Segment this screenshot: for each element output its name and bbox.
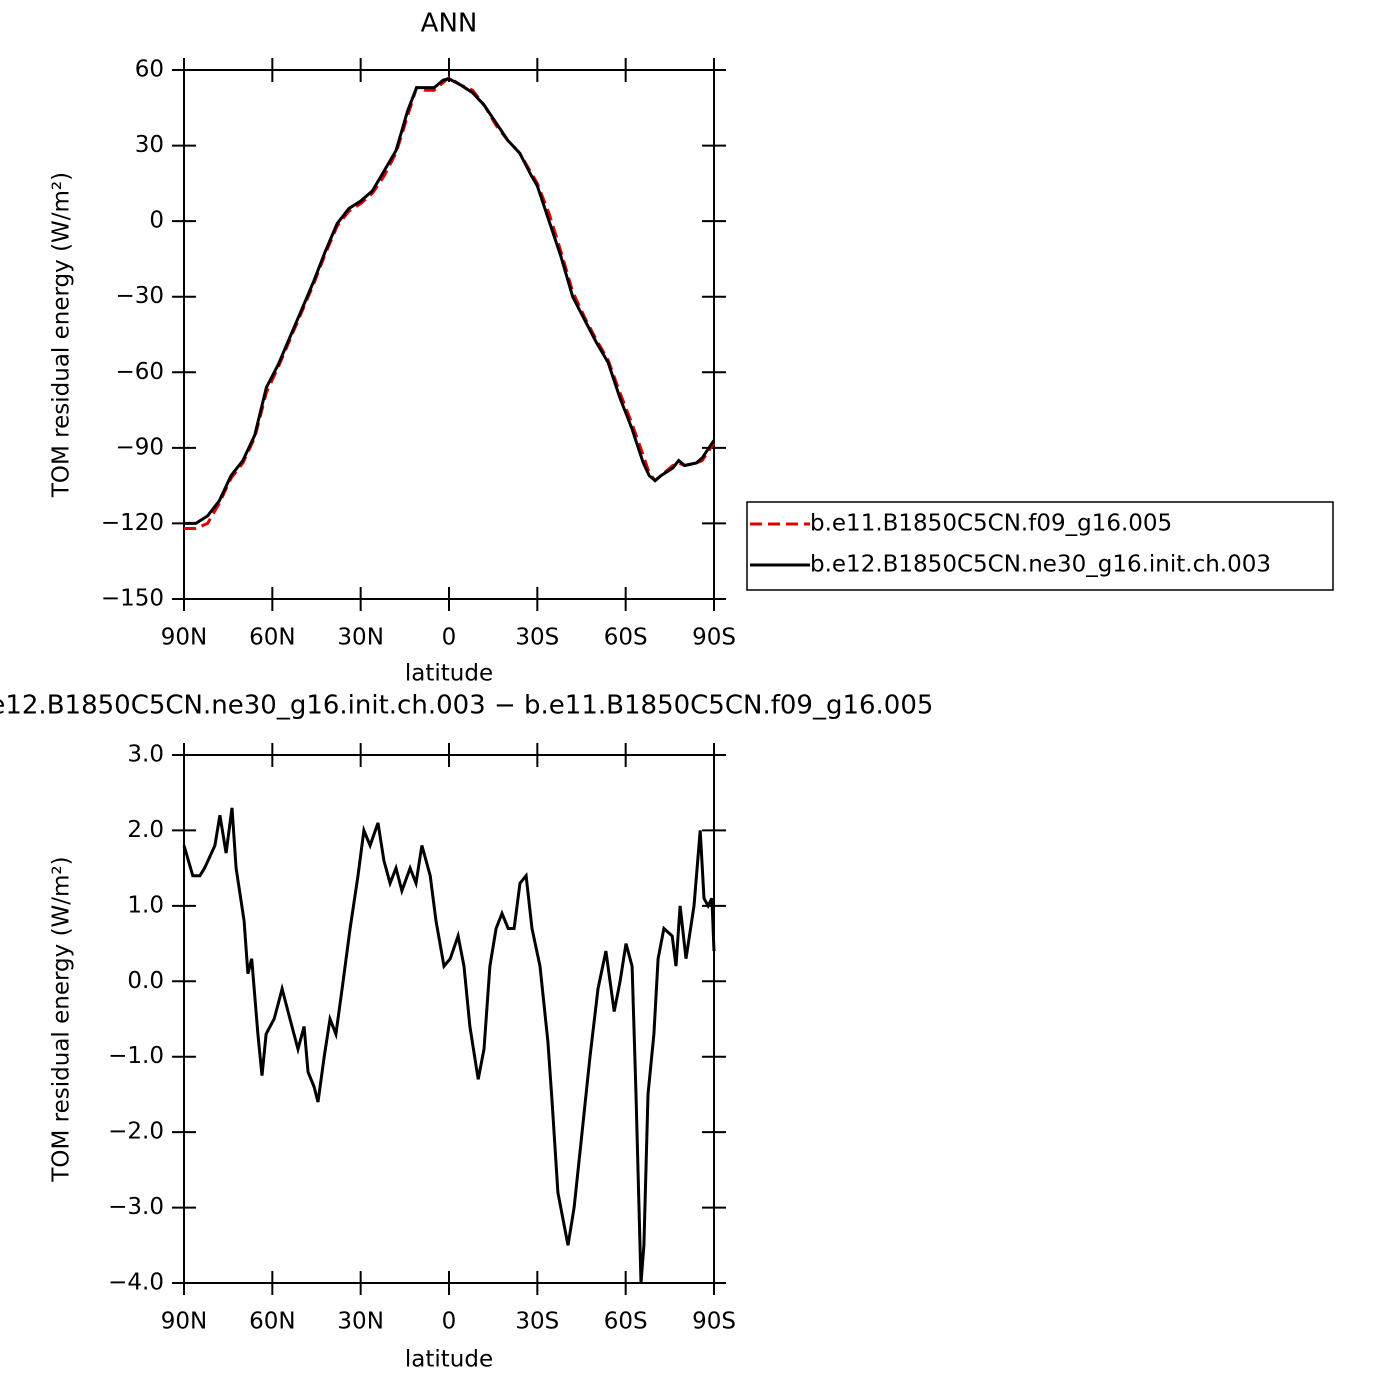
x-tick-label: 60S bbox=[604, 625, 648, 651]
y-tick-label: −60 bbox=[115, 359, 164, 385]
x-tick-label: 90N bbox=[161, 1309, 207, 1335]
y-tick-label: −150 bbox=[101, 586, 164, 612]
diff-line bbox=[182, 807, 716, 1284]
y-tick-label: −3.0 bbox=[108, 1194, 164, 1220]
chart-title: ANN bbox=[421, 9, 478, 39]
y-tick-label: −4.0 bbox=[108, 1270, 164, 1296]
y-tick-label: −90 bbox=[115, 434, 164, 460]
x-tick-label: 90S bbox=[692, 625, 736, 651]
x-tick-label: 0 bbox=[442, 625, 457, 651]
x-tick-label: 90S bbox=[692, 1309, 736, 1335]
y-tick-label: 30 bbox=[135, 132, 164, 158]
y-tick-label: 0.0 bbox=[127, 968, 164, 994]
y-axis-label: TOM residual energy (W/m²) bbox=[49, 172, 75, 498]
legend-label: b.e12.B1850C5CN.ne30_g16.init.ch.003 bbox=[810, 552, 1271, 578]
x-axis-label: latitude bbox=[405, 661, 493, 687]
x-tick-label: 30S bbox=[515, 1309, 559, 1335]
y-tick-label: 2.0 bbox=[127, 817, 164, 843]
plot-frame bbox=[183, 69, 715, 600]
y-tick-label: 3.0 bbox=[127, 742, 164, 768]
x-tick-label: 30N bbox=[337, 625, 383, 651]
y-tick-label: −1.0 bbox=[108, 1043, 164, 1069]
x-tick-label: 60S bbox=[604, 1309, 648, 1335]
x-tick-label: 90N bbox=[161, 625, 207, 651]
x-axis-label: latitude bbox=[405, 1347, 493, 1373]
chart-title: b.e12.B1850C5CN.ne30_g16.init.ch.003 − b… bbox=[0, 691, 933, 721]
legend-label: b.e11.B1850C5CN.f09_g16.005 bbox=[810, 511, 1172, 537]
series-line bbox=[184, 75, 716, 530]
x-tick-label: 60N bbox=[249, 625, 295, 651]
x-tick-label: 30S bbox=[515, 625, 559, 651]
legend-box bbox=[746, 501, 1334, 591]
y-tick-label: 0 bbox=[149, 208, 164, 234]
y-tick-label: −30 bbox=[115, 283, 164, 309]
y-tick-label: 60 bbox=[135, 57, 164, 83]
x-tick-label: 30N bbox=[337, 1309, 383, 1335]
x-tick-label: 60N bbox=[249, 1309, 295, 1335]
y-tick-label: −2.0 bbox=[108, 1119, 164, 1145]
series-line bbox=[184, 77, 716, 525]
y-tick-label: 1.0 bbox=[127, 892, 164, 918]
y-axis-label: TOM residual energy (W/m²) bbox=[49, 856, 75, 1182]
y-tick-label: −120 bbox=[101, 510, 164, 536]
x-tick-label: 0 bbox=[442, 1309, 457, 1335]
